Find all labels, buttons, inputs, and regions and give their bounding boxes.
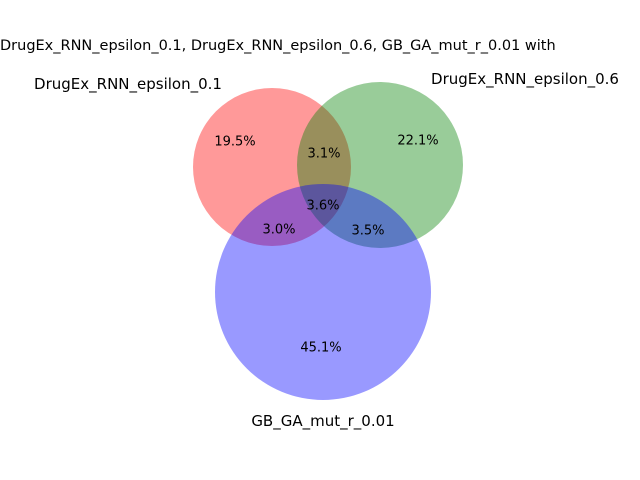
region-label-a: 19.5% (214, 135, 255, 150)
region-label-bc: 3.5% (351, 224, 384, 239)
set-label-c: GB_GA_mut_r_0.01 (251, 412, 394, 431)
region-label-ab: 3.1% (307, 147, 340, 162)
region-label-ac: 3.0% (262, 223, 295, 238)
set-circle-b (297, 82, 463, 248)
region-label-c: 45.1% (300, 341, 341, 356)
set-circles (193, 82, 463, 400)
region-labels: 19.5% 22.1% 45.1% 3.1% 3.0% 3.5% 3.6% (214, 134, 438, 356)
set-label-a: DrugEx_RNN_epsilon_0.1 (34, 75, 222, 94)
set-labels: DrugEx_RNN_epsilon_0.1 DrugEx_RNN_epsilon… (34, 70, 619, 431)
region-label-b: 22.1% (397, 134, 438, 149)
chart-title: DrugEx_RNN_epsilon_0.1, DrugEx_RNN_epsil… (0, 38, 556, 54)
region-label-abc: 3.6% (306, 199, 339, 214)
set-label-b: DrugEx_RNN_epsilon_0.6 (431, 70, 619, 89)
set-circle-a (193, 88, 351, 246)
set-circle-c (215, 184, 431, 400)
